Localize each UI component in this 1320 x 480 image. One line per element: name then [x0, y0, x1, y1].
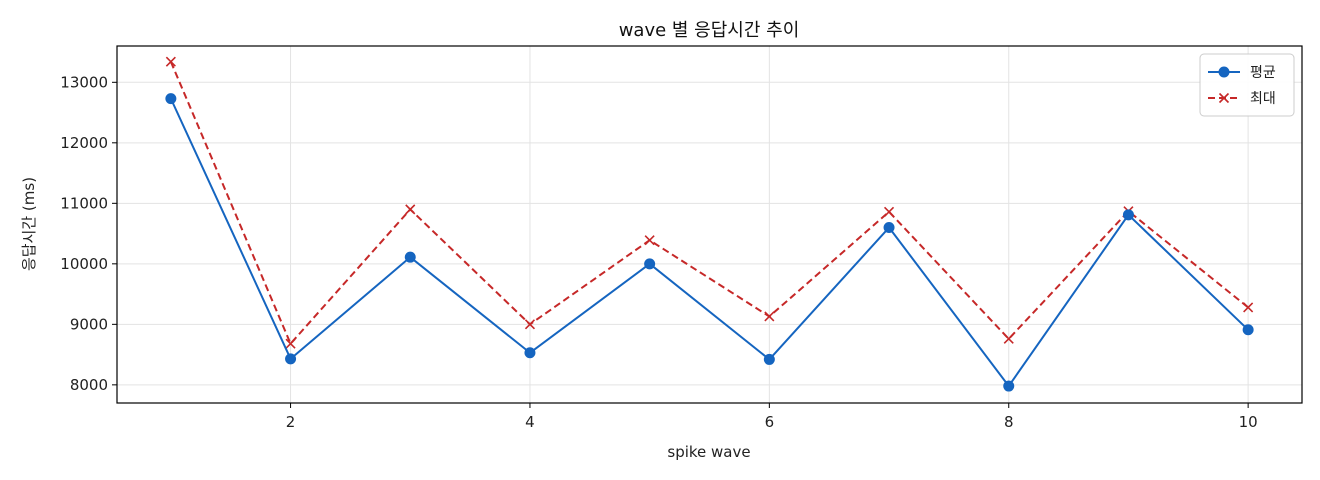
data-point-mean	[404, 251, 416, 263]
data-point-max	[644, 235, 655, 246]
legend-label-mean: 평균	[1250, 65, 1276, 81]
series-mean	[165, 93, 1254, 392]
y-axis: 8000 9000 10000 11000 12000 13000	[60, 73, 117, 394]
y-axis-label: 응답시간 (ms)	[20, 177, 38, 271]
data-point-mean	[165, 93, 177, 105]
legend-label-max: 최대	[1250, 91, 1276, 107]
x-tick-label: 2	[286, 413, 296, 431]
grid-lines	[117, 46, 1302, 403]
y-tick-label: 10000	[60, 255, 108, 273]
y-tick-label: 8000	[70, 376, 108, 394]
x-tick-label: 6	[765, 413, 775, 431]
data-point-max	[285, 338, 296, 349]
y-tick-label: 11000	[60, 194, 108, 212]
x-axis-label: spike wave	[667, 443, 750, 461]
plot-frame	[116, 45, 1303, 404]
series-line-max	[169, 61, 1249, 345]
data-point-mean	[285, 353, 297, 365]
x-tick-label: 4	[525, 413, 535, 431]
data-point-mean	[524, 347, 536, 359]
legend-marker-mean	[1218, 66, 1230, 78]
data-point-mean	[1003, 380, 1015, 392]
data-point-max	[1243, 302, 1254, 313]
y-tick-label: 9000	[70, 315, 108, 333]
data-point-max	[883, 206, 895, 217]
chart-title: wave 별 응답시간 추이	[619, 20, 800, 41]
legend-box	[1199, 53, 1295, 117]
data-point-max	[405, 204, 416, 215]
x-tick-label: 8	[1004, 413, 1014, 431]
data-point-max	[764, 311, 775, 322]
data-point-max	[165, 56, 176, 67]
series-line-mean	[169, 98, 1249, 388]
data-point-max	[1003, 333, 1014, 344]
data-point-max	[524, 319, 536, 330]
y-tick-label: 13000	[60, 73, 108, 91]
data-point-mean	[1242, 324, 1254, 336]
data-point-mean	[883, 222, 895, 234]
data-point-mean	[1122, 209, 1134, 221]
series-layer	[165, 56, 1254, 392]
data-point-mean	[763, 353, 775, 365]
data-point-mean	[644, 258, 656, 270]
x-tick-label: 10	[1239, 413, 1258, 431]
y-tick-label: 12000	[60, 134, 108, 152]
x-axis: 2 4 6 8 10	[286, 403, 1258, 431]
legend-marker-max	[1218, 92, 1230, 104]
